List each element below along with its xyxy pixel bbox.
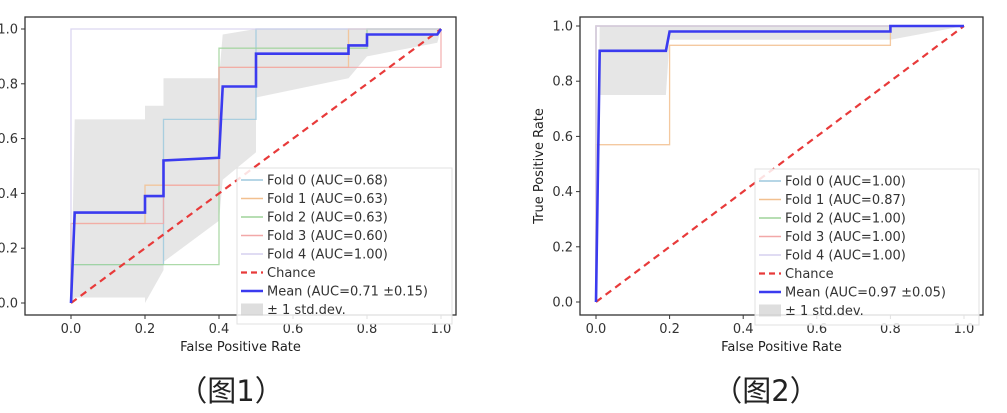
legend-swatch: [241, 303, 263, 316]
fold-4-roc-line: [70, 28, 441, 303]
chance-line: [70, 28, 442, 304]
x-tick-label: 0.6: [283, 322, 304, 337]
fold-4-roc-line: [595, 25, 964, 302]
y-tick-label: 0.2: [552, 240, 573, 255]
y-tick-label: 0.6: [0, 132, 18, 147]
x-tick-label: 0.2: [135, 322, 156, 337]
mean-roc-line: [594, 24, 964, 303]
roc-chart-2: 0.0 0.2 0.4 0.6 0.8 1.0 0.0 0.2 0.4 0.6 0.8 1.0 Fals…: [532, 16, 984, 408]
y-tick-label: 0.8: [552, 75, 573, 90]
chance-line: [595, 25, 965, 303]
legend-box: [754, 168, 980, 326]
x-tick-label: 1.0: [954, 322, 975, 337]
y-tick-label: 0.2: [0, 242, 18, 257]
legend-entry: Mean (AUC=0.71 ±0.15): [267, 285, 428, 300]
legend-entry: Chance: [267, 266, 316, 281]
y-tick-label: 1.0: [552, 20, 573, 35]
x-tick-label: 0.8: [880, 322, 901, 337]
x-tick-label: 0.4: [209, 322, 230, 337]
y-tick-label: 0.8: [0, 77, 18, 92]
legend-entry: Fold 3 (AUC=1.00): [785, 230, 906, 245]
legend-entry: Fold 0 (AUC=1.00): [785, 175, 906, 190]
legend-swatch: [759, 304, 781, 317]
legend-entry: Fold 4 (AUC=1.00): [785, 249, 906, 264]
legend-entry: ± 1 std.dev.: [267, 303, 346, 318]
y-tick-label: 0.6: [552, 130, 573, 145]
legend-entry: Fold 4 (AUC=1.00): [267, 248, 388, 263]
x-tick-label: 0.0: [586, 322, 607, 337]
legend-entry: Mean (AUC=0.97 ±0.05): [785, 286, 946, 301]
legend-entry: Chance: [785, 267, 834, 282]
legend-entry: Fold 1 (AUC=0.87): [785, 193, 906, 208]
x-tick-label: 0.0: [61, 322, 82, 337]
fold-3-roc-line: [70, 29, 442, 303]
legend: Fold 0 (AUC=0.68) Fold 1 (AUC=0.63) Fold 2…: [236, 167, 453, 325]
x-tick-label: 1.0: [431, 322, 452, 337]
legend-entry: ± 1 std.dev.: [785, 304, 864, 319]
y-tick-label: 0.0: [552, 296, 573, 311]
legend-box: [236, 167, 453, 325]
x-tick-label: 0.4: [733, 322, 754, 337]
legend-entry: Fold 2 (AUC=1.00): [785, 212, 906, 227]
x-axis-title: False Positive Rate: [180, 340, 301, 355]
figure-caption: （图2）: [713, 374, 818, 408]
y-axis-title: True Positive Rate: [532, 108, 547, 225]
x-tick-label: 0.8: [357, 322, 378, 337]
legend-entry: Fold 3 (AUC=0.60): [267, 229, 388, 244]
legend: Fold 0 (AUC=1.00) Fold 1 (AUC=0.87) Fold 2…: [754, 168, 980, 326]
roc-chart-1: 0.0 0.2 0.4 0.6 0.8 1.0 0.0 0.2 0.4 0.6 0.8 1.0 Fals…: [0, 16, 457, 408]
figure-caption: （图1）: [178, 374, 283, 408]
mean-roc-line: [69, 28, 443, 304]
x-axis-title: False Positive Rate: [721, 340, 842, 355]
y-tick-label: 1.0: [0, 23, 18, 38]
legend-entry: Fold 1 (AUC=0.63): [267, 192, 388, 207]
y-tick-label: 0.4: [552, 185, 573, 200]
y-tick-label: 0.0: [0, 297, 18, 312]
legend-entry: Fold 0 (AUC=0.68): [267, 174, 388, 189]
x-tick-label: 0.6: [806, 322, 827, 337]
x-tick-label: 0.2: [659, 322, 680, 337]
std-dev-band: [596, 26, 964, 302]
legend-entry: Fold 2 (AUC=0.63): [267, 211, 388, 226]
y-tick-label: 0.4: [0, 187, 18, 202]
